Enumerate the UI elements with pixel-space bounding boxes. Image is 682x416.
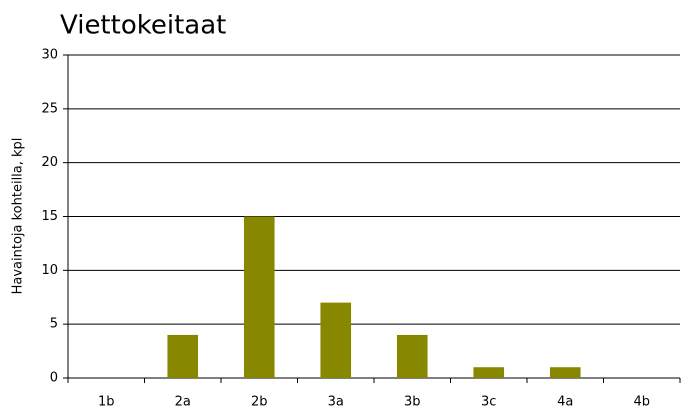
x-tick-label: 4a <box>557 395 573 410</box>
bar <box>320 302 352 378</box>
y-tick-label: 20 <box>41 155 58 170</box>
bar <box>167 334 199 378</box>
x-tick-label: 2b <box>251 395 268 410</box>
y-tick-label: 5 <box>50 317 58 332</box>
bar <box>473 367 505 378</box>
y-tick-label: 15 <box>41 209 58 224</box>
x-tick-label: 2a <box>175 395 191 410</box>
y-tick-label: 10 <box>41 263 58 278</box>
x-tick-label: 3a <box>328 395 344 410</box>
x-tick-label: 4b <box>633 395 650 410</box>
bar <box>396 334 428 378</box>
x-tick-label: 1b <box>98 395 115 410</box>
x-tick-label: 3c <box>481 395 496 410</box>
bar <box>243 216 275 378</box>
y-tick-label: 25 <box>41 101 58 116</box>
bar <box>549 367 581 378</box>
chart-title: Viettokeitaat <box>60 11 226 41</box>
x-tick-label: 3b <box>404 395 421 410</box>
y-axis-label: Havaintoja kohteilla, kpl <box>11 138 26 295</box>
y-tick-label: 30 <box>41 48 58 63</box>
y-tick-label: 0 <box>50 371 58 386</box>
